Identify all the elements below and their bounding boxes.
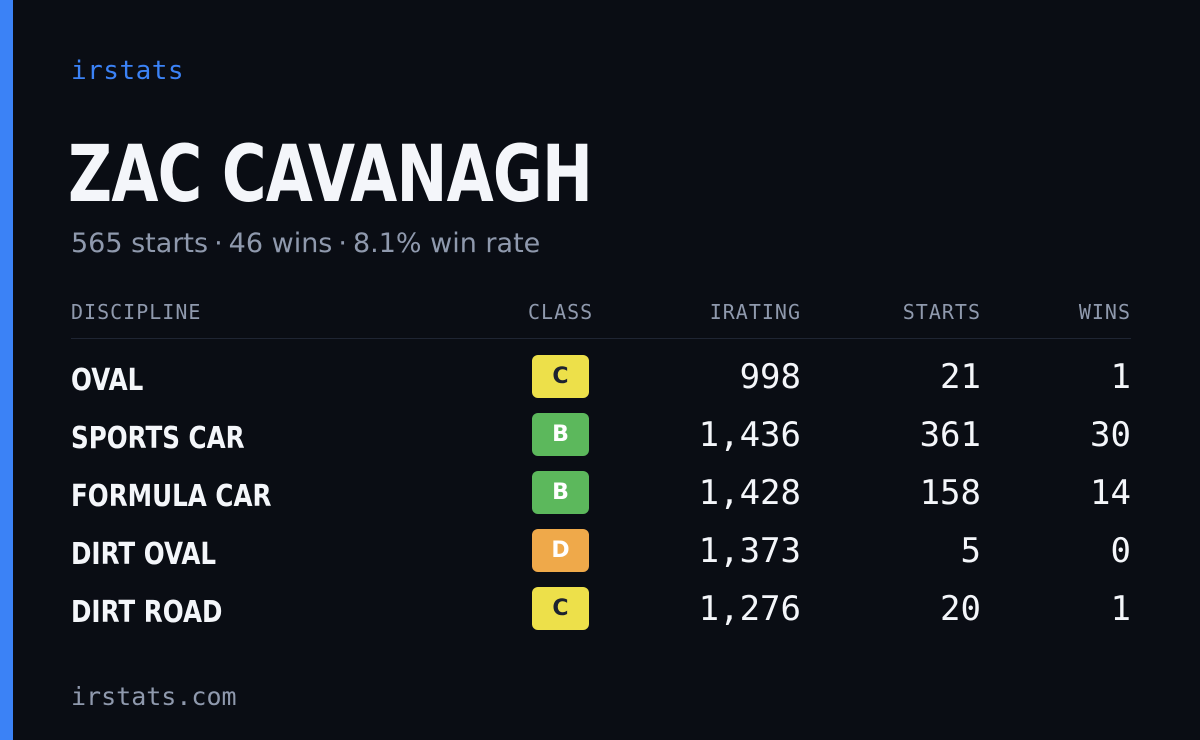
row-discipline: DIRT ROAD — [71, 595, 223, 630]
table-row: DIRT OVAL D 1,373 5 0 — [71, 529, 1131, 587]
license-class-badge: B — [532, 471, 589, 514]
license-class-badge: D — [532, 529, 589, 572]
summary-wins: 46 wins — [228, 228, 333, 259]
row-starts: 20 — [940, 589, 981, 629]
header-irating: IRATING — [709, 300, 801, 324]
table-row: OVAL C 998 21 1 — [71, 355, 1131, 413]
footer-url[interactable]: irstats.com — [71, 682, 237, 711]
header-starts: STARTS — [902, 300, 981, 324]
row-discipline: FORMULA CAR — [71, 479, 272, 514]
row-starts: 158 — [919, 473, 981, 513]
brand-logo[interactable]: irstats — [71, 56, 185, 86]
driver-summary: 565 starts · 46 wins · 8.1% win rate — [71, 228, 540, 259]
table-row: DIRT ROAD C 1,276 20 1 — [71, 587, 1131, 645]
row-starts: 361 — [919, 415, 981, 455]
summary-separator: · — [338, 228, 347, 259]
header-discipline: DISCIPLINE — [71, 300, 202, 324]
license-class-badge: C — [532, 587, 589, 630]
table-header: DISCIPLINE CLASS IRATING STARTS WINS — [71, 300, 1131, 339]
summary-separator: · — [214, 228, 223, 259]
row-irating: 1,373 — [698, 531, 801, 571]
header-class: CLASS — [528, 300, 594, 324]
row-discipline: OVAL — [71, 363, 144, 398]
driver-name: ZAC CAVANAGH — [68, 130, 593, 220]
row-wins: 14 — [1090, 473, 1131, 513]
row-discipline: SPORTS CAR — [71, 421, 245, 456]
row-starts: 21 — [940, 357, 981, 397]
license-class-badge: B — [532, 413, 589, 456]
row-discipline: DIRT OVAL — [71, 537, 217, 572]
row-wins: 0 — [1110, 531, 1131, 571]
table-row: SPORTS CAR B 1,436 361 30 — [71, 413, 1131, 471]
row-irating: 998 — [739, 357, 801, 397]
license-class-badge: C — [532, 355, 589, 398]
row-irating: 1,436 — [698, 415, 801, 455]
row-wins: 1 — [1110, 589, 1131, 629]
row-irating: 1,428 — [698, 473, 801, 513]
row-wins: 30 — [1090, 415, 1131, 455]
table-row: FORMULA CAR B 1,428 158 14 — [71, 471, 1131, 529]
header-wins: WINS — [1078, 300, 1131, 324]
summary-starts: 565 starts — [71, 228, 209, 259]
row-starts: 5 — [960, 531, 981, 571]
summary-win-rate: 8.1% win rate — [352, 228, 541, 259]
row-wins: 1 — [1110, 357, 1131, 397]
accent-bar — [0, 0, 13, 740]
row-irating: 1,276 — [698, 589, 801, 629]
